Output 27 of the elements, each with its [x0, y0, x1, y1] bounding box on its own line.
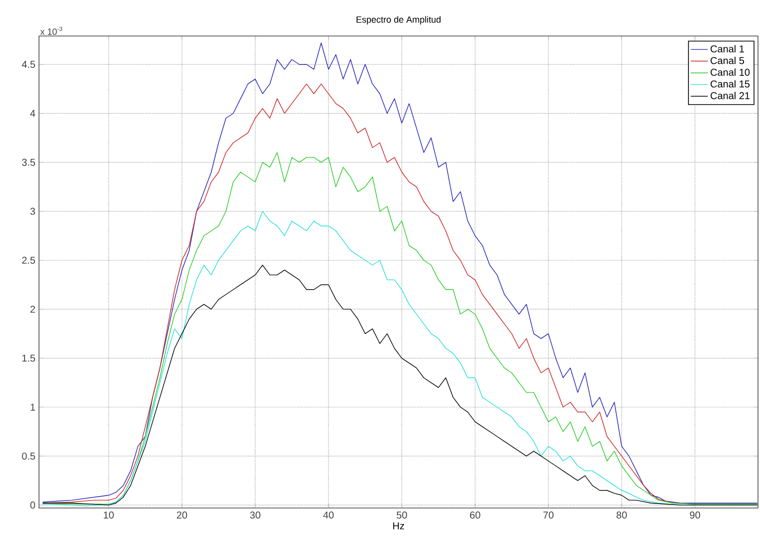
x-tick-label: 20: [176, 512, 188, 519]
x-tick-label: 80: [616, 512, 627, 519]
y-tick-label: 0: [30, 502, 36, 509]
legend-label: Canal 10: [710, 68, 750, 76]
legend-label: Canal 15: [710, 80, 750, 88]
y-tick-label: 4: [30, 110, 36, 117]
y-tick-label: 1: [30, 404, 35, 411]
y-tick-label: 3.5: [22, 158, 36, 166]
x-tick-label: 60: [470, 512, 480, 519]
y-tick-label: 2: [30, 306, 35, 313]
x-tick-label: 30: [250, 512, 260, 519]
x-tick-label: 10: [104, 512, 114, 519]
y-tick-label: 0.5: [22, 452, 36, 460]
y-tick-label: 1.5: [22, 354, 36, 362]
legend-label: Canal 21: [710, 92, 750, 100]
legend-label: Canal 1: [710, 45, 744, 52]
x-axis-title: Hz: [393, 522, 404, 530]
y-tick-label: 3: [30, 208, 36, 215]
x-tick-label: 70: [543, 512, 554, 519]
chart-title: Espectro de Amplitud: [356, 16, 441, 24]
y-tick-label: 2.5: [22, 256, 36, 264]
x-tick-label: 40: [323, 512, 334, 519]
x-tick-label: 50: [396, 512, 407, 519]
y-tick-label: 4.5: [22, 60, 36, 68]
x-tick-label: 90: [690, 512, 700, 519]
legend-label: Canal 5: [710, 56, 744, 64]
text: x 10$^{-3}$: [40, 26, 62, 35]
